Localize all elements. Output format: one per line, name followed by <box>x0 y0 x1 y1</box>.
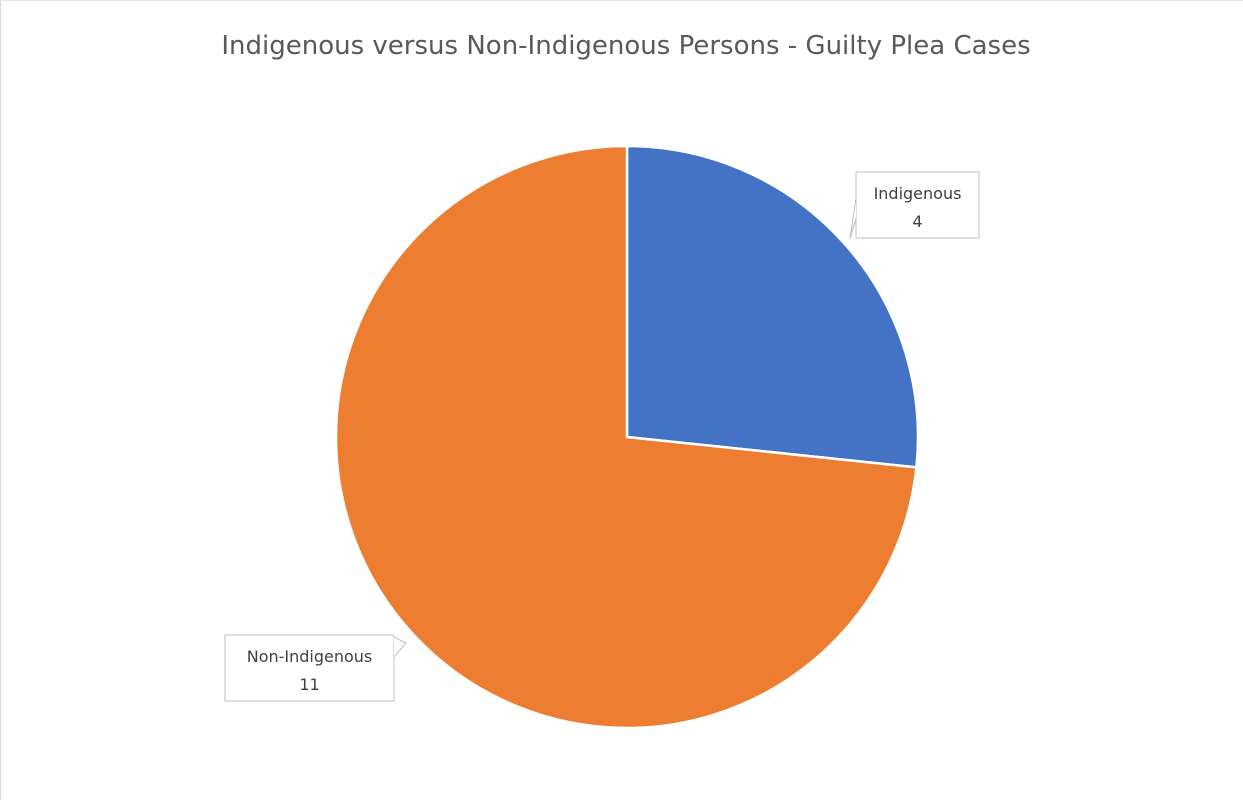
data-label-indigenous: Indigenous 4 <box>849 171 980 240</box>
data-label-category: Indigenous <box>874 184 962 203</box>
data-labels: Indigenous 4 Non-Indigenous 11 <box>224 171 980 702</box>
chart-title: Indigenous versus Non-Indigenous Persons… <box>221 31 1031 61</box>
data-label-box <box>855 171 980 239</box>
pie-slice-indigenous <box>625 144 920 469</box>
data-label-non-indigenous: Non-Indigenous 11 <box>224 634 407 702</box>
data-label-value: 11 <box>299 675 319 694</box>
data-label-category: Non-Indigenous <box>247 647 373 666</box>
data-label-pointer <box>849 198 857 240</box>
pie-slices <box>334 144 920 730</box>
pie-slice-non-indigenous <box>334 144 918 730</box>
data-label-pointer <box>393 636 407 658</box>
data-label-value: 4 <box>912 212 922 231</box>
data-label-box <box>224 634 395 702</box>
